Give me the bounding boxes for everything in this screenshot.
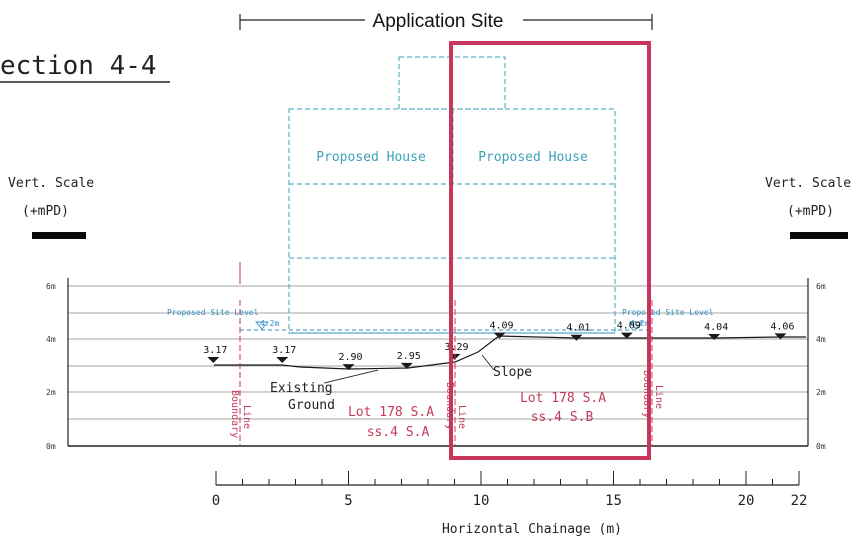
proposed-house-label-right: Proposed House [478, 150, 588, 165]
boundary-mid-text-2: Line [456, 405, 467, 429]
spot-level: 2.95 [397, 351, 421, 369]
spot-level-marker [207, 356, 220, 363]
site-level-marker-right [629, 321, 643, 330]
spot-level-value: 2.95 [397, 351, 421, 362]
level-labels: 6m 4m 2m 0m 6m 4m 2m 0m [46, 282, 826, 451]
level-label-left-2m: 2m [46, 388, 56, 397]
spot-level-marker [400, 362, 413, 369]
spot-level-value: 3.17 [272, 345, 296, 356]
chainage-axis-label: Horizontal Chainage (m) [442, 522, 622, 537]
spot-levels: 3.17 3.17 2.90 2.95 3.29 4.09 4.01 4.09 4.04 4.06 [203, 321, 794, 371]
spot-level: 4.09 [490, 321, 514, 339]
spot-level-marker [708, 333, 721, 340]
spot-level: 3.17 [272, 345, 296, 363]
level-label-right-0m: 0m [816, 442, 826, 451]
application-site-label: Application Site [373, 11, 504, 32]
site-level-marker-left [255, 321, 269, 330]
proposed-house-label-left: Proposed House [316, 150, 426, 165]
chainage-tick-label: 22 [791, 493, 808, 509]
spot-level-marker [493, 332, 506, 339]
vert-scale-left-title: Vert. Scale [8, 176, 94, 191]
lot-left-line-2: ss.4 S.A [367, 425, 430, 440]
spot-level-value: 4.09 [617, 321, 641, 332]
spot-level-value: 4.06 [770, 321, 794, 332]
level-label-left-6m: 6m [46, 282, 56, 291]
spot-level: 4.01 [566, 323, 590, 341]
spot-level-marker [620, 332, 633, 339]
spot-level: 2.90 [338, 352, 363, 371]
level-grid [67, 278, 809, 447]
vert-scale-right-title: Vert. Scale [765, 176, 851, 191]
lot-right-line-2: ss.4 S.B [531, 410, 594, 425]
spot-level-value: 4.01 [566, 323, 590, 334]
spot-level-marker [774, 333, 787, 340]
spot-level-value: 3.17 [203, 345, 227, 356]
spot-level-value: 2.90 [338, 352, 362, 363]
spot-level-value: 4.09 [490, 321, 514, 332]
level-label-right-4m: 4m [816, 335, 826, 344]
spot-level-marker [342, 364, 355, 371]
redaction-bar-left [32, 232, 86, 239]
chainage-tick-label: 15 [605, 493, 622, 509]
application-site-dimension [239, 14, 653, 30]
existing-ground-label-2: Ground [288, 398, 335, 413]
chainage-tick-label: 10 [473, 493, 490, 509]
lot-left-line-1: Lot 178 S.A [348, 405, 434, 420]
redaction-bar-right [790, 232, 848, 239]
chainage-tick-label: 20 [738, 493, 755, 509]
boundary-left-text-1: Boundary [229, 390, 240, 438]
existing-ground-leader [323, 369, 379, 384]
vert-scale-right-unit: (+mPD) [787, 204, 834, 219]
slope-label: Slope [493, 365, 532, 380]
boundary-left-text-2: Line [241, 405, 252, 429]
chainage-axis-ticks: 0 5 10 15 20 22 [212, 471, 808, 509]
level-label-right-6m: 6m [816, 282, 826, 291]
site-level-value-left: 4.2m [260, 319, 279, 328]
boundary-right-text-1: Boundary [641, 370, 652, 418]
site-level-label-left: Proposed Site Level [167, 308, 259, 317]
spot-level: 4.09 [617, 321, 641, 339]
level-label-right-2m: 2m [816, 388, 826, 397]
boundary-lines [239, 262, 653, 446]
site-level-value-right: 4.2m [630, 319, 649, 328]
application-site-highlight-frame [449, 41, 651, 460]
level-label-left-4m: 4m [46, 335, 56, 344]
spot-level: 4.04 [704, 322, 728, 340]
boundary-right-text-2: Line [653, 385, 664, 409]
vert-scale-left-unit: (+mPD) [22, 204, 69, 219]
spot-level: 3.17 [203, 345, 227, 363]
chainage-tick-label: 5 [344, 493, 352, 509]
lot-right-line-1: Lot 178 S.A [520, 391, 606, 406]
level-label-left-0m: 0m [46, 442, 56, 451]
site-level-label-right: Proposed Site Level [622, 308, 714, 317]
slope-leader [481, 354, 495, 371]
spot-level-value: 3.29 [444, 342, 468, 353]
spot-level-marker [276, 356, 289, 363]
chainage-tick-label: 0 [212, 493, 220, 509]
section-title: ection 4-4 [0, 51, 157, 81]
spot-level: 4.06 [770, 321, 794, 340]
spot-level-marker [570, 334, 583, 341]
existing-ground-label-1: Existing [270, 381, 333, 396]
spot-level-value: 4.04 [704, 322, 728, 333]
